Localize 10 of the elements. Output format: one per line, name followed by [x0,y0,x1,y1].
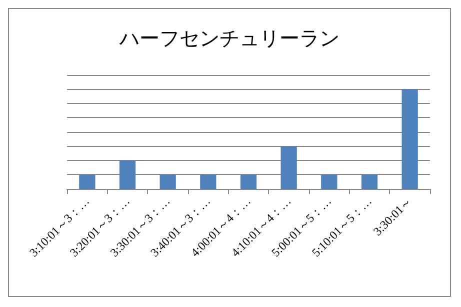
bar [280,146,297,189]
bar [240,174,257,189]
bar [160,174,176,189]
bar [402,89,418,189]
bar [361,174,378,189]
bar [79,174,96,189]
chart-title: ハーフセンチュリーラン [118,26,340,50]
bar [119,160,136,189]
bar [321,174,338,189]
bar [200,174,216,189]
